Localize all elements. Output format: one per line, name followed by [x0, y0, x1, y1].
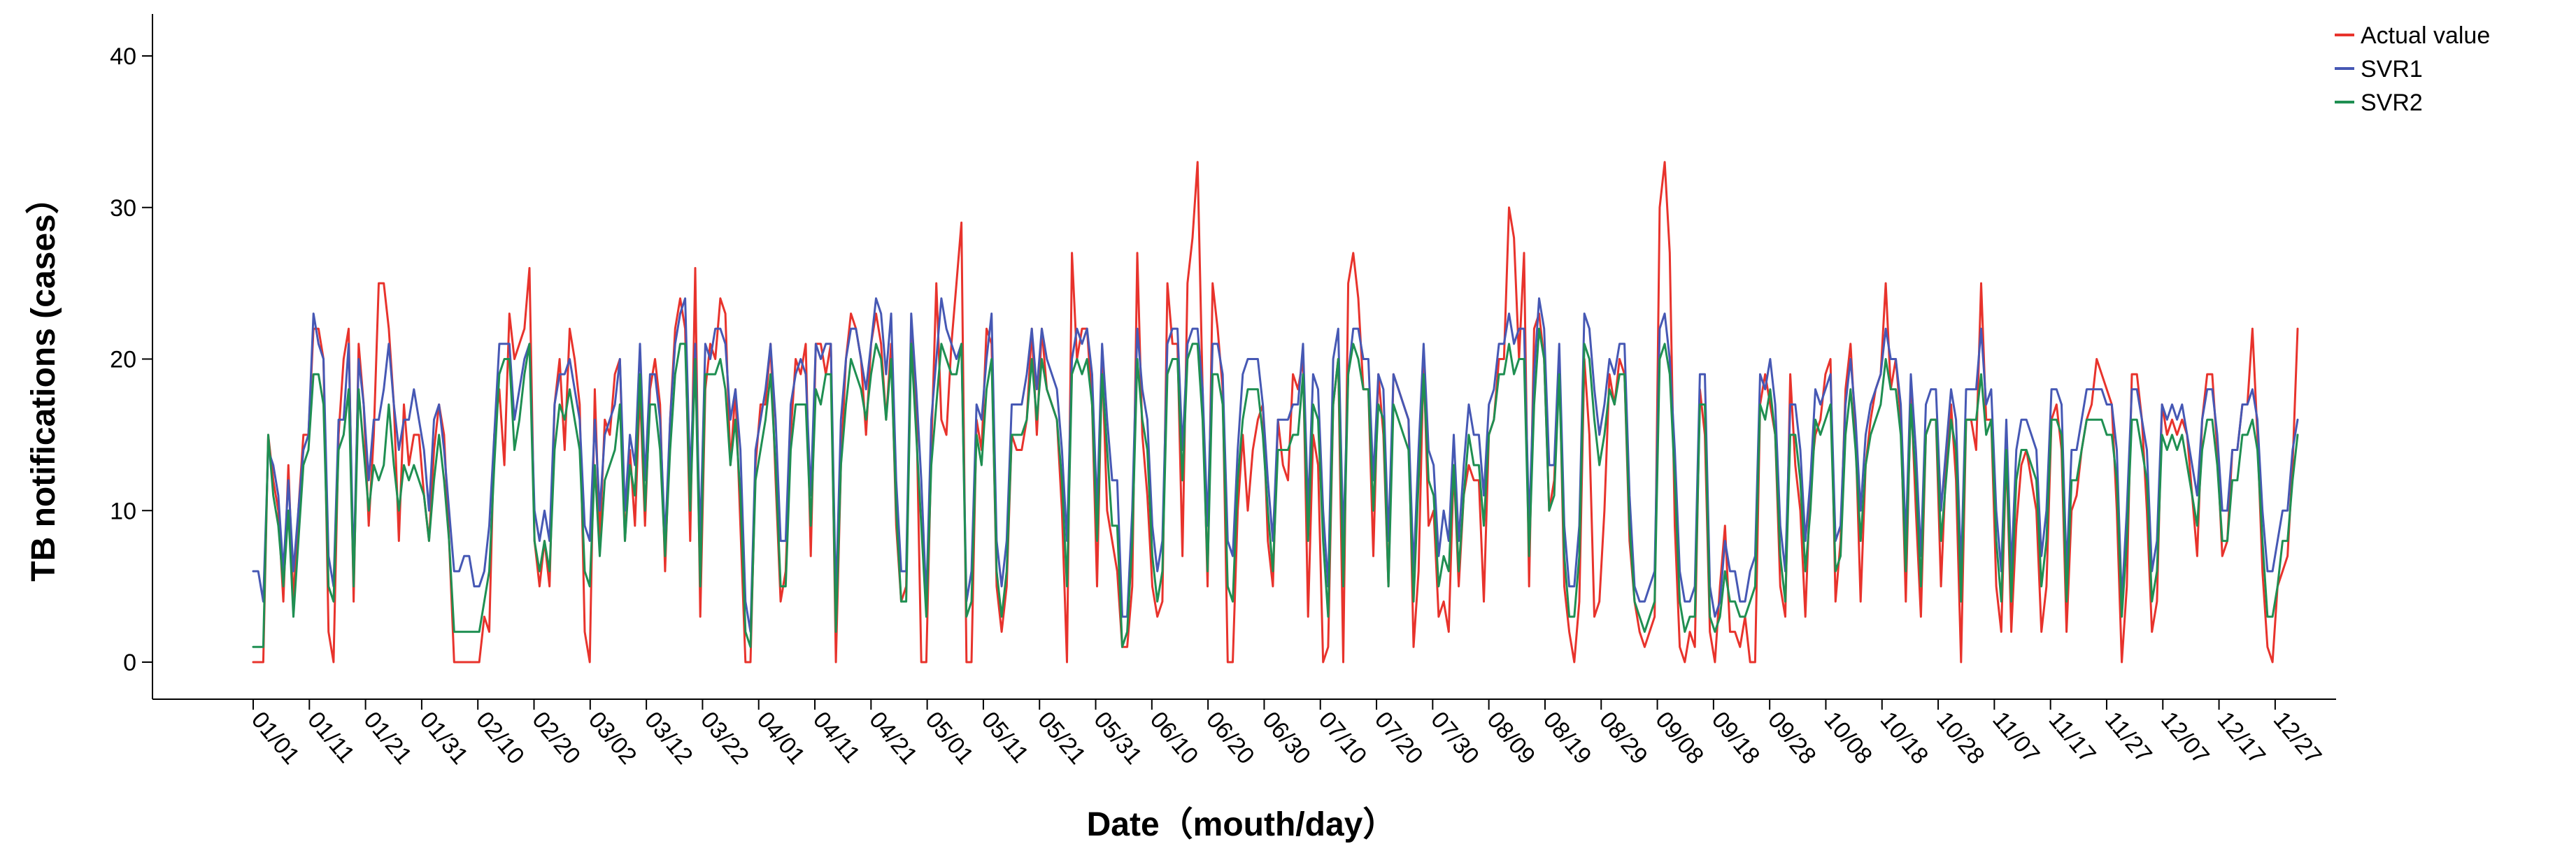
y-ticks: 0 10 20 30 40	[110, 43, 152, 676]
x-tick-label: 08/09	[1482, 707, 1541, 770]
x-tick-label: 10/28	[1931, 707, 1990, 770]
x-tick-label: 05/01	[920, 707, 979, 770]
y-tick-label: 0	[123, 650, 136, 676]
series-line-svr1	[252, 297, 2299, 633]
x-tick-label: 07/30	[1425, 707, 1484, 770]
x-tick-label: 06/20	[1201, 707, 1260, 770]
x-tick-label: 12/07	[2156, 707, 2214, 770]
x-ticks: 01/0101/1101/2101/3102/1002/2003/0203/12…	[246, 699, 2327, 769]
x-tick-label: 09/08	[1650, 707, 1709, 770]
x-tick-label: 09/18	[1707, 707, 1765, 770]
x-tick-label: 02/10	[471, 707, 529, 770]
x-tick-label: 02/20	[527, 707, 585, 770]
x-tick-label: 01/11	[302, 707, 360, 768]
y-tick-label: 30	[110, 195, 136, 222]
x-tick-label: 07/20	[1369, 707, 1428, 770]
x-tick-label: 11/07	[1987, 707, 2044, 768]
legend-label-actual-value: Actual value	[2361, 22, 2490, 49]
series-line-actual-value	[252, 161, 2299, 664]
x-tick-label: 04/11	[808, 707, 865, 768]
x-tick-label: 04/01	[752, 707, 811, 770]
legend-label-svr2: SVR2	[2361, 89, 2423, 116]
x-tick-label: 11/17	[2044, 707, 2101, 768]
x-tick-label: 01/31	[415, 707, 474, 770]
series-layer	[252, 161, 2299, 664]
y-axis-title: TB notifications (cases）	[25, 180, 62, 581]
x-tick-label: 12/27	[2268, 707, 2327, 770]
x-tick-label: 10/18	[1875, 707, 1934, 770]
x-tick-label: 05/11	[976, 707, 1034, 768]
x-tick-label: 05/21	[1032, 707, 1091, 770]
x-tick-label: 08/19	[1538, 707, 1597, 770]
y-tick-label: 10	[110, 498, 136, 524]
x-tick-label: 01/21	[358, 707, 417, 770]
x-tick-label: 06/10	[1145, 707, 1204, 770]
x-tick-label: 10/08	[1819, 707, 1877, 770]
axes	[152, 14, 2336, 700]
x-tick-label: 03/12	[639, 707, 698, 770]
legend: Actual value SVR1 SVR2	[2335, 22, 2490, 116]
x-tick-label: 11/27	[2100, 707, 2157, 768]
x-tick-label: 12/17	[2212, 707, 2270, 770]
series-line-svr2	[252, 327, 2299, 648]
legend-label-svr1: SVR1	[2361, 56, 2423, 83]
x-tick-label: 08/29	[1594, 707, 1653, 770]
x-tick-label: 01/01	[246, 707, 305, 770]
x-tick-label: 03/22	[695, 707, 754, 770]
x-axis-title: Date（mouth/day）	[1087, 806, 1397, 843]
y-tick-label: 40	[110, 43, 136, 70]
x-tick-label: 06/30	[1257, 707, 1316, 770]
x-tick-label: 04/21	[864, 707, 923, 770]
y-tick-label: 20	[110, 347, 136, 373]
x-tick-label: 09/28	[1763, 707, 1821, 770]
x-tick-label: 07/10	[1314, 707, 1372, 770]
x-tick-label: 03/02	[583, 707, 642, 770]
x-tick-label: 05/31	[1088, 707, 1147, 770]
